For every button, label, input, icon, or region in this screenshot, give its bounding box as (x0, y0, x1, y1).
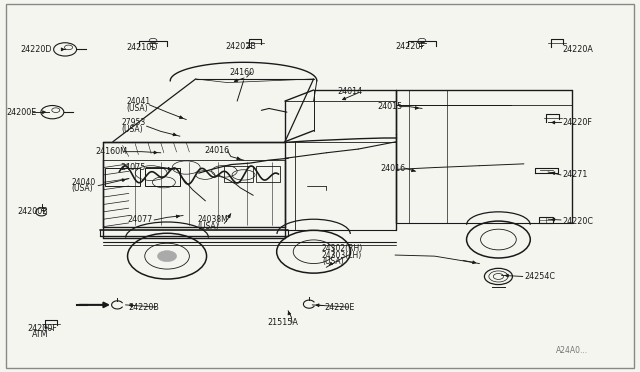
Text: 24016: 24016 (381, 164, 406, 173)
Text: 24220F: 24220F (562, 118, 592, 127)
Text: (USA): (USA) (126, 104, 148, 113)
Text: 24200E: 24200E (6, 108, 36, 117)
Text: (USA): (USA) (121, 125, 143, 134)
Text: 24075: 24075 (120, 163, 145, 172)
Text: 24200F: 24200F (27, 324, 56, 333)
Text: (USA): (USA) (72, 185, 93, 193)
Text: 24041: 24041 (126, 97, 150, 106)
Text: 24202B: 24202B (226, 42, 257, 51)
Text: 24220B: 24220B (129, 302, 160, 312)
Circle shape (157, 251, 177, 262)
Text: 24220A: 24220A (562, 45, 593, 54)
Text: 24077: 24077 (127, 215, 153, 224)
Text: 24303(LH): 24303(LH) (322, 251, 362, 260)
Text: 24220C: 24220C (562, 217, 593, 225)
Text: 24016: 24016 (204, 147, 229, 155)
Text: (USA): (USA) (322, 257, 344, 266)
Bar (105, 168, 140, 186)
Bar (145, 168, 180, 186)
Text: 24015: 24015 (378, 102, 403, 111)
Text: 24210D: 24210D (126, 43, 157, 52)
Text: 24160M: 24160M (96, 147, 128, 156)
Text: 24220D: 24220D (20, 45, 52, 54)
Text: (USA): (USA) (198, 222, 220, 231)
Text: 24271: 24271 (562, 170, 588, 179)
Text: 24014: 24014 (337, 87, 362, 96)
Text: 21515A: 21515A (268, 318, 299, 327)
Text: 24038M: 24038M (198, 215, 228, 224)
Text: 27953: 27953 (121, 118, 145, 127)
Text: A24A0...: A24A0... (556, 346, 588, 355)
Text: 24200B: 24200B (17, 207, 48, 217)
Text: 24040: 24040 (72, 178, 96, 187)
Bar (225, 166, 253, 182)
Text: 24220E: 24220E (324, 302, 355, 312)
Text: 24220F: 24220F (395, 42, 425, 51)
Bar (256, 166, 280, 182)
Bar (539, 217, 552, 223)
Text: 24302(RH): 24302(RH) (322, 244, 363, 253)
Text: 24254C: 24254C (524, 272, 555, 281)
Text: 24160: 24160 (230, 68, 255, 77)
Text: ATM: ATM (32, 330, 49, 339)
